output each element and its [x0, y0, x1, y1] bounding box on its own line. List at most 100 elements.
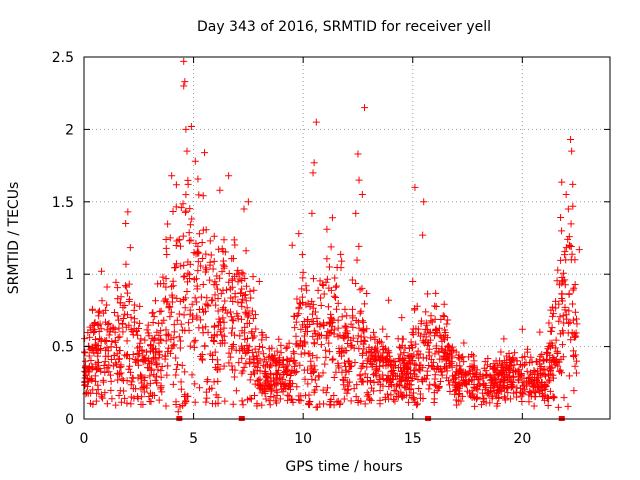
data-point	[549, 303, 557, 311]
data-point	[325, 339, 333, 347]
data-point	[107, 343, 115, 351]
data-point	[319, 369, 327, 377]
data-point	[361, 104, 369, 112]
data-point	[275, 335, 283, 343]
data-point	[234, 315, 242, 323]
data-point	[556, 313, 564, 321]
data-point	[315, 372, 323, 380]
x-tick-label: 5	[189, 431, 198, 447]
data-point	[330, 373, 338, 381]
data-point	[211, 322, 219, 330]
data-point	[298, 251, 306, 259]
data-point	[565, 290, 573, 298]
data-point	[272, 362, 280, 370]
data-point	[160, 297, 168, 305]
data-point	[462, 376, 470, 384]
data-point	[129, 374, 137, 382]
data-point	[440, 300, 448, 308]
data-point	[301, 332, 309, 340]
data-point	[255, 376, 263, 384]
data-point	[101, 337, 109, 345]
data-point	[198, 239, 206, 247]
data-point	[472, 369, 480, 377]
data-point	[186, 274, 194, 282]
data-point	[317, 301, 325, 309]
data-point	[562, 191, 570, 199]
data-point	[154, 319, 162, 327]
data-point	[373, 346, 381, 354]
data-point	[328, 214, 336, 222]
data-point	[425, 345, 433, 353]
data-point	[538, 351, 546, 359]
data-points	[80, 57, 583, 421]
data-point	[241, 349, 249, 357]
data-point	[431, 350, 439, 358]
data-point	[370, 387, 378, 395]
data-point	[112, 401, 120, 409]
data-point	[218, 268, 226, 276]
data-point	[350, 385, 358, 393]
data-point	[541, 385, 549, 393]
data-point	[554, 266, 562, 274]
data-point	[390, 386, 398, 394]
data-point	[432, 344, 440, 352]
data-point	[340, 359, 348, 367]
data-point	[101, 389, 109, 397]
data-point	[155, 354, 163, 362]
data-point	[573, 357, 581, 365]
data-point	[365, 343, 373, 351]
data-point	[568, 329, 576, 337]
data-point	[455, 391, 463, 399]
data-point	[199, 192, 207, 200]
data-point	[146, 397, 154, 405]
data-point	[347, 397, 355, 405]
data-point	[179, 232, 187, 240]
data-point	[276, 395, 284, 403]
y-tick-label: 2.5	[52, 50, 74, 66]
data-point	[482, 367, 490, 375]
data-point	[176, 344, 184, 352]
data-point	[121, 282, 129, 290]
data-point	[344, 385, 352, 393]
data-point	[158, 388, 166, 396]
data-point	[107, 325, 115, 333]
data-point	[215, 245, 223, 253]
data-point	[488, 376, 496, 384]
data-point	[419, 231, 427, 239]
data-point	[489, 392, 497, 400]
data-point	[91, 340, 99, 348]
data-point	[325, 263, 333, 271]
data-point	[303, 286, 311, 294]
data-point	[229, 317, 237, 325]
data-point	[102, 346, 110, 354]
data-point	[296, 361, 304, 369]
data-point	[355, 345, 363, 353]
data-point	[337, 250, 345, 258]
data-point	[497, 348, 505, 356]
data-point	[236, 332, 244, 340]
data-point	[327, 328, 335, 336]
data-point	[157, 336, 165, 344]
data-point	[310, 362, 318, 370]
data-point	[195, 191, 203, 199]
data-point	[129, 351, 137, 359]
data-point	[333, 282, 341, 290]
data-point	[276, 354, 284, 362]
data-point	[349, 314, 357, 322]
data-point	[427, 312, 435, 320]
data-point	[221, 248, 229, 256]
data-point	[114, 376, 122, 384]
data-point	[539, 370, 547, 378]
data-point	[210, 338, 218, 346]
data-point	[293, 383, 301, 391]
data-point	[342, 366, 350, 374]
data-point	[262, 395, 270, 403]
data-point	[317, 294, 325, 302]
data-point	[557, 214, 565, 222]
data-point	[197, 293, 205, 301]
data-point	[422, 333, 430, 341]
data-point	[341, 305, 349, 313]
data-point	[572, 369, 580, 377]
data-point	[88, 376, 96, 384]
data-point	[175, 236, 183, 244]
